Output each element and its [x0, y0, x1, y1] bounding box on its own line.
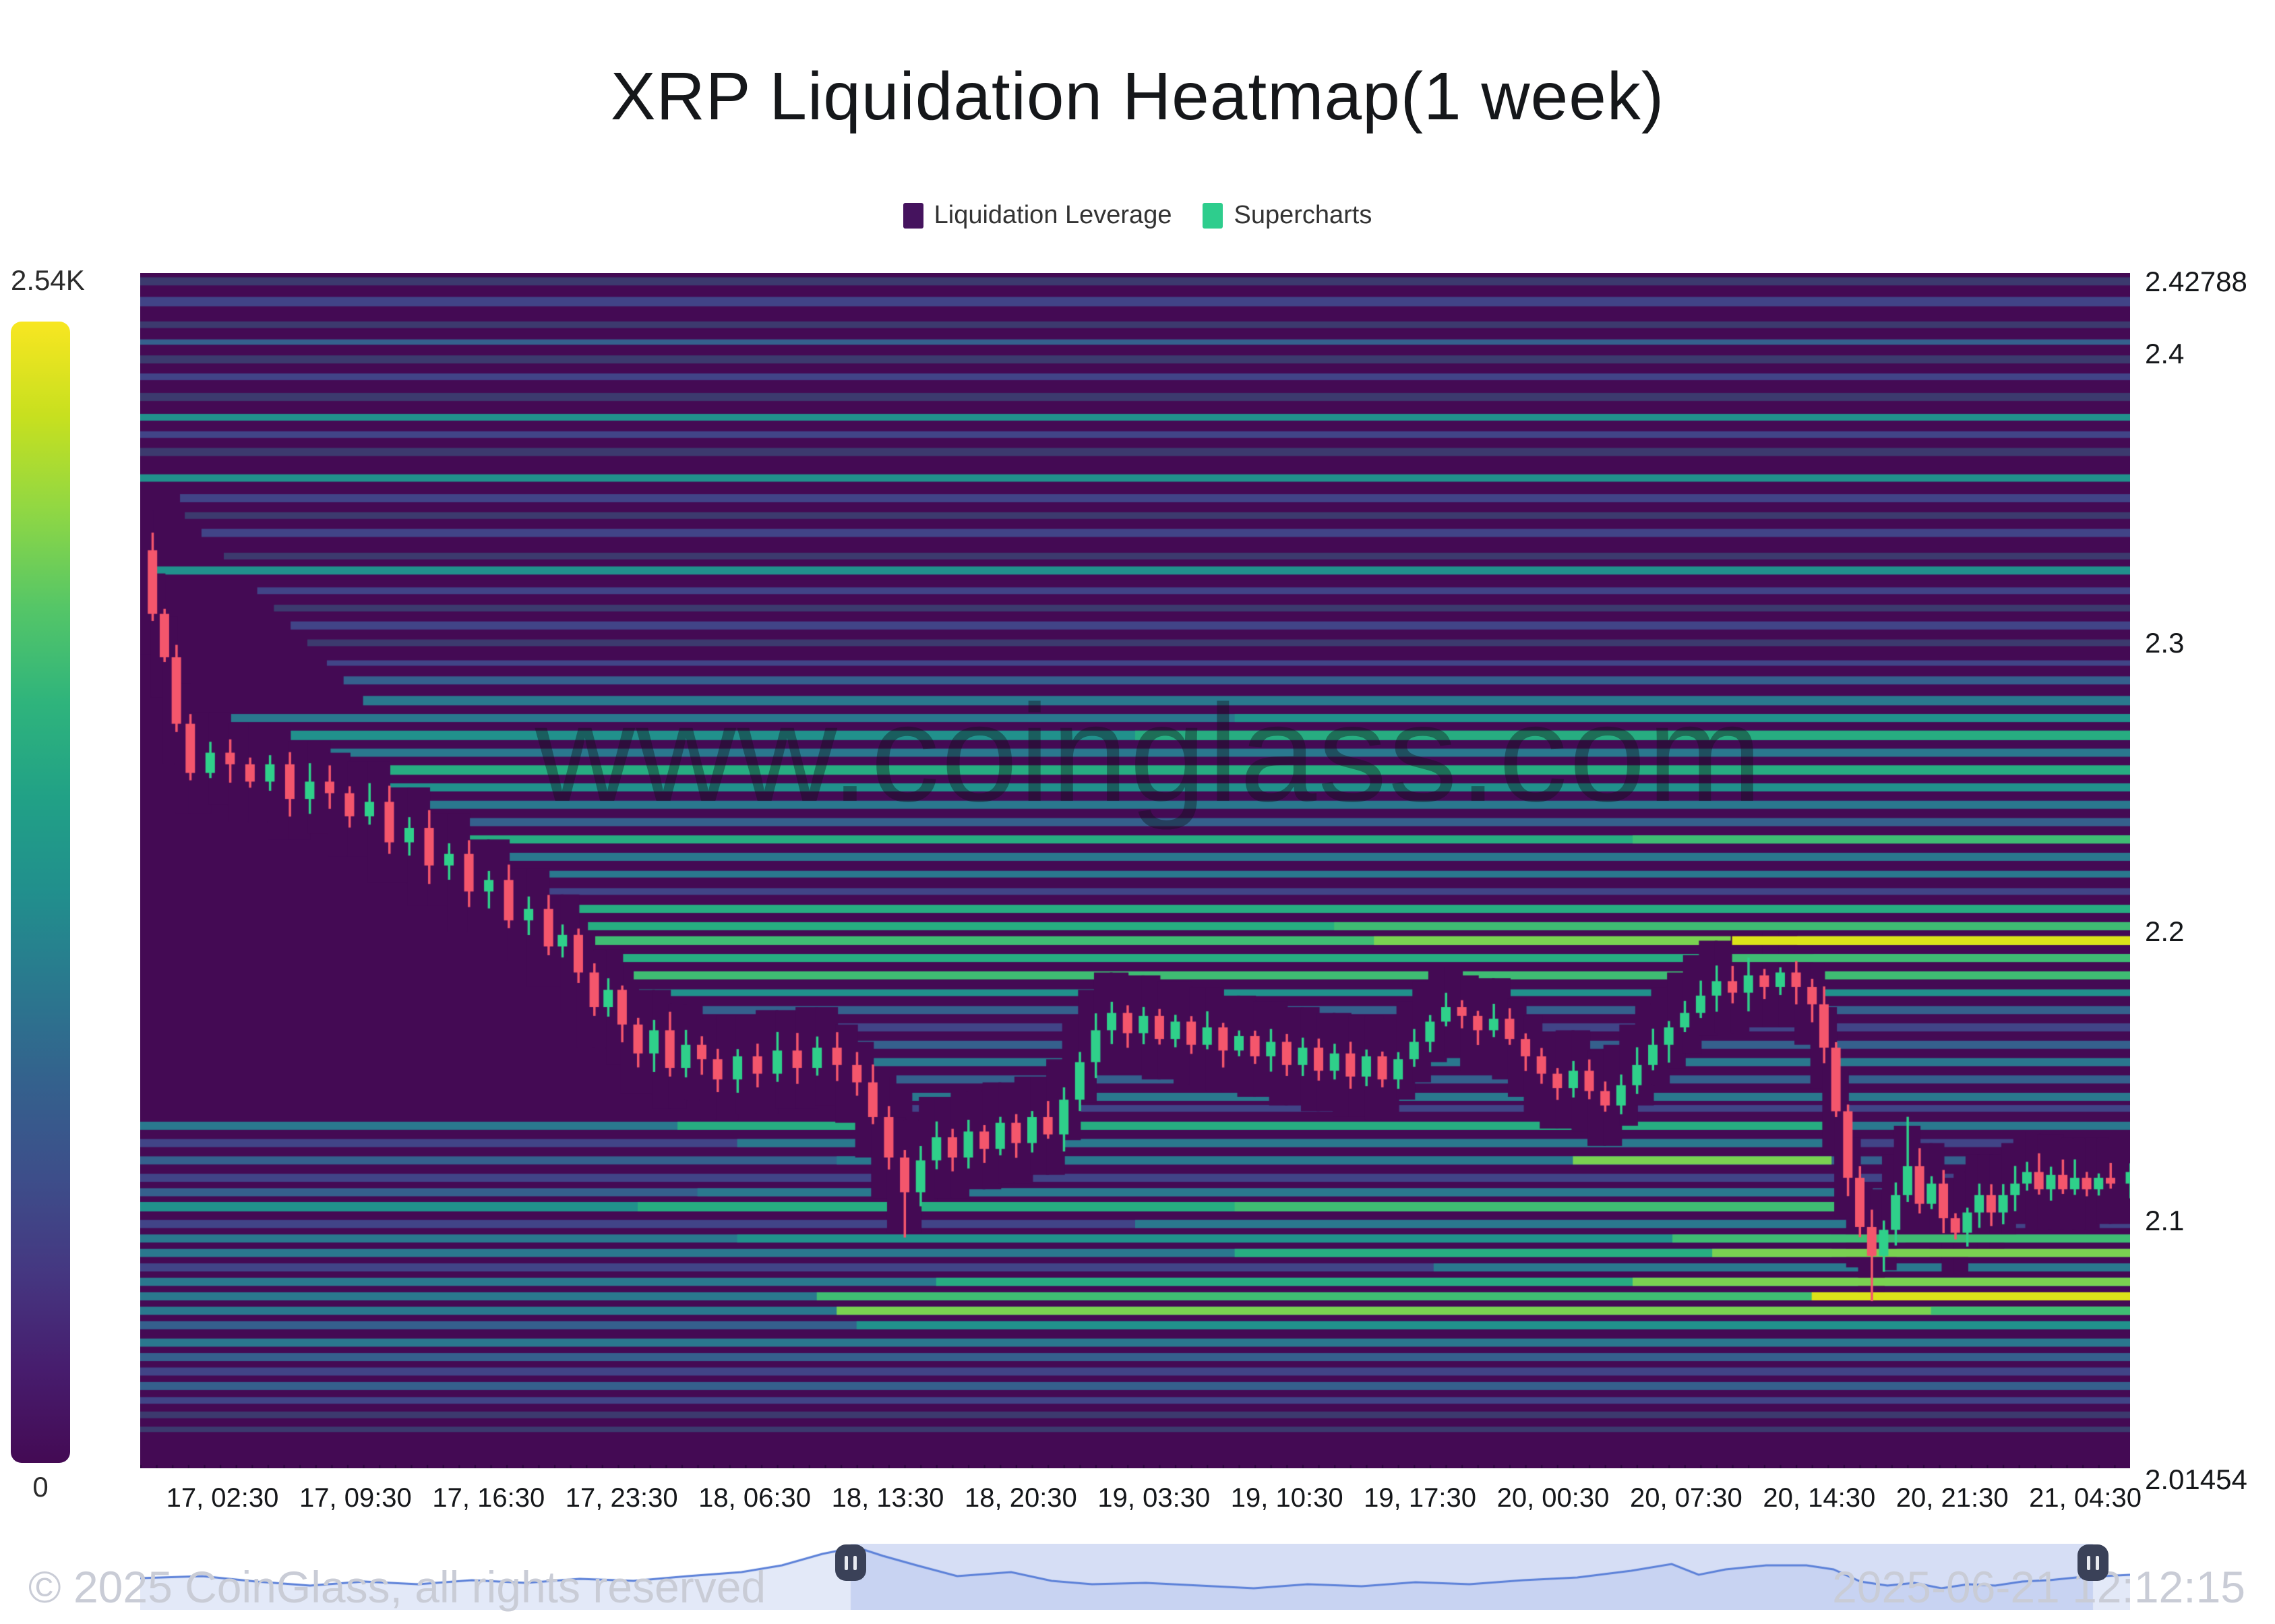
navigator-canvas[interactable]	[140, 1544, 2130, 1610]
time-axis-label: 20, 21:30	[1895, 1483, 2009, 1513]
time-axis-label: 17, 23:30	[565, 1483, 678, 1513]
colorbar-max-label: 2.54K	[11, 264, 85, 296]
timestamp-watermark: 2025-06-21 12:12:15	[1832, 1562, 2245, 1612]
time-axis-label: 18, 06:30	[698, 1483, 812, 1513]
legend-item-liquidation-leverage[interactable]: Liquidation Leverage	[903, 201, 1172, 230]
price-axis-label: 2.42788	[2145, 266, 2247, 297]
legend-swatch-liquidation	[903, 202, 923, 229]
legend-swatch-supercharts	[1203, 202, 1223, 229]
time-axis-label: 19, 17:30	[1364, 1483, 1477, 1513]
colorbar-gradient	[11, 322, 70, 1463]
time-axis-label: 19, 10:30	[1230, 1483, 1343, 1513]
legend-label: Liquidation Leverage	[934, 201, 1172, 229]
legend-label: Supercharts	[1234, 201, 1372, 229]
copyright-watermark: © 2025 CoinGlass, all rights reserved	[28, 1562, 766, 1612]
price-axis-label: 2.4	[2145, 337, 2185, 369]
time-axis-label: 21, 04:30	[2029, 1483, 2142, 1513]
legend-item-supercharts[interactable]: Supercharts	[1203, 201, 1372, 230]
pause-icon	[2096, 1555, 2099, 1570]
pause-icon	[845, 1555, 848, 1570]
price-axis-label: 2.2	[2145, 915, 2185, 948]
time-axis-label: 17, 02:30	[166, 1483, 279, 1513]
price-axis-label: 2.1	[2145, 1205, 2185, 1237]
colorbar-min-label: 0	[32, 1471, 49, 1503]
time-axis-label: 17, 16:30	[432, 1483, 545, 1513]
chart-legend: Liquidation Leverage Supercharts	[0, 201, 2275, 230]
time-axis-label: 17, 09:30	[299, 1483, 412, 1513]
time-axis-label: 20, 14:30	[1763, 1483, 1876, 1513]
price-axis-label: 2.01454	[2145, 1464, 2247, 1495]
time-axis-label: 20, 00:30	[1496, 1483, 1610, 1513]
navigator-handle-left[interactable]	[835, 1544, 866, 1581]
pause-icon	[2087, 1555, 2090, 1570]
time-axis-label: 20, 07:30	[1629, 1483, 1742, 1513]
navigator-handle-right[interactable]	[2077, 1544, 2109, 1581]
pause-icon	[853, 1555, 857, 1570]
price-axis-label: 2.3	[2145, 626, 2185, 659]
time-axis-label: 18, 20:30	[964, 1483, 1077, 1513]
site-watermark: www.coinglass.com	[535, 676, 1764, 831]
liquidation-heatmap-canvas[interactable]	[140, 273, 2130, 1468]
page-title: XRP Liquidation Heatmap(1 week)	[610, 59, 1665, 134]
time-axis-label: 19, 03:30	[1097, 1483, 1211, 1513]
time-axis-label: 18, 13:30	[831, 1483, 944, 1513]
